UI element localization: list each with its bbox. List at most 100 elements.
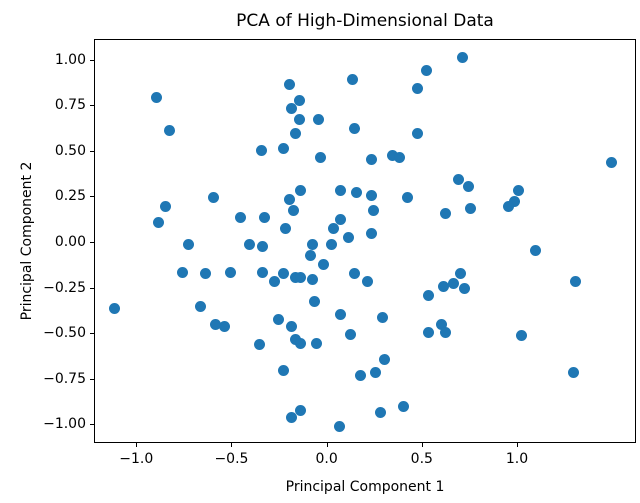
data-point [312, 113, 324, 125]
data-point [207, 191, 219, 203]
data-point [183, 239, 195, 251]
y-tick-label: −0.25 [43, 279, 86, 296]
data-point [289, 272, 301, 284]
data-point [569, 275, 581, 287]
data-point [411, 128, 423, 140]
data-point [457, 51, 469, 63]
data-point [325, 239, 337, 251]
data-point [278, 142, 290, 154]
data-point [459, 283, 471, 295]
data-point [306, 273, 318, 285]
x-tick-mark [421, 443, 423, 447]
x-tick-label: −0.5 [214, 451, 249, 467]
data-point [529, 244, 541, 256]
y-tick-mark [90, 150, 94, 152]
data-point [295, 405, 307, 416]
data-point [354, 370, 366, 382]
data-point [365, 153, 377, 165]
y-tick-label: 0.50 [54, 142, 86, 159]
data-point [365, 190, 377, 202]
data-point [259, 212, 271, 223]
data-point [268, 275, 280, 287]
data-point [295, 272, 307, 284]
data-point [253, 339, 265, 351]
data-point [335, 308, 347, 320]
data-point [348, 122, 360, 134]
data-point [411, 82, 423, 94]
data-point [295, 337, 307, 349]
data-point [335, 213, 347, 225]
data-point [377, 312, 389, 324]
y-tick-mark [90, 378, 94, 380]
data-point [463, 181, 475, 193]
data-point [398, 401, 410, 413]
x-axis-label: Principal Component 1 [285, 479, 445, 495]
data-point [289, 128, 301, 140]
data-point [346, 73, 358, 85]
data-point [306, 239, 318, 251]
x-tick-label: 0.0 [315, 451, 338, 467]
data-point [284, 193, 296, 205]
data-point [164, 124, 176, 136]
y-tick-mark [90, 424, 94, 426]
data-point [447, 277, 459, 289]
data-point [308, 295, 320, 307]
data-point [314, 151, 326, 163]
data-point [436, 319, 448, 331]
data-point [423, 290, 435, 302]
y-tick-label: 0.75 [54, 97, 86, 114]
data-point [280, 222, 292, 234]
data-point [369, 366, 381, 378]
data-point [455, 268, 467, 280]
y-tick-mark [90, 196, 94, 198]
data-point [394, 151, 406, 163]
data-point [567, 366, 579, 378]
data-point [225, 266, 237, 278]
data-point [272, 313, 284, 325]
data-point [278, 364, 290, 376]
data-point [152, 217, 164, 229]
plot-area [94, 39, 636, 443]
data-point [343, 232, 355, 244]
data-point [278, 268, 290, 280]
data-point [293, 113, 305, 125]
data-point [255, 144, 267, 156]
data-point [464, 202, 476, 214]
data-point [310, 337, 322, 349]
x-tick-label: 1.0 [505, 451, 529, 467]
y-tick-label: 0.00 [54, 234, 86, 250]
y-tick-label: 1.00 [54, 51, 86, 68]
x-tick-mark [136, 443, 138, 447]
data-point [284, 79, 296, 91]
data-point [421, 64, 433, 76]
data-point [285, 321, 297, 333]
data-point [440, 208, 452, 220]
data-point [367, 204, 379, 216]
data-point [344, 328, 356, 340]
data-point [219, 321, 231, 333]
y-tick-mark [90, 105, 94, 107]
y-tick-label: −0.50 [43, 325, 86, 342]
data-point [287, 204, 299, 216]
data-point [453, 173, 465, 185]
data-point [257, 266, 269, 278]
data-point [516, 330, 528, 342]
chart-title: PCA of High-Dimensional Data [236, 11, 494, 31]
data-point [423, 326, 435, 338]
x-tick-mark [231, 443, 233, 447]
data-point [108, 303, 120, 315]
data-point [438, 281, 450, 293]
data-point [285, 412, 297, 424]
data-point [257, 241, 269, 253]
data-point [375, 406, 387, 418]
x-tick-label: 0.5 [410, 451, 433, 467]
data-point [362, 275, 374, 287]
data-point [379, 354, 391, 366]
data-point [350, 186, 362, 198]
x-tick-label: −1.0 [119, 451, 154, 467]
x-tick-mark [326, 443, 328, 447]
data-point [348, 268, 360, 280]
data-point [502, 201, 514, 213]
y-tick-mark [90, 333, 94, 335]
y-tick-label: −1.00 [43, 416, 86, 433]
